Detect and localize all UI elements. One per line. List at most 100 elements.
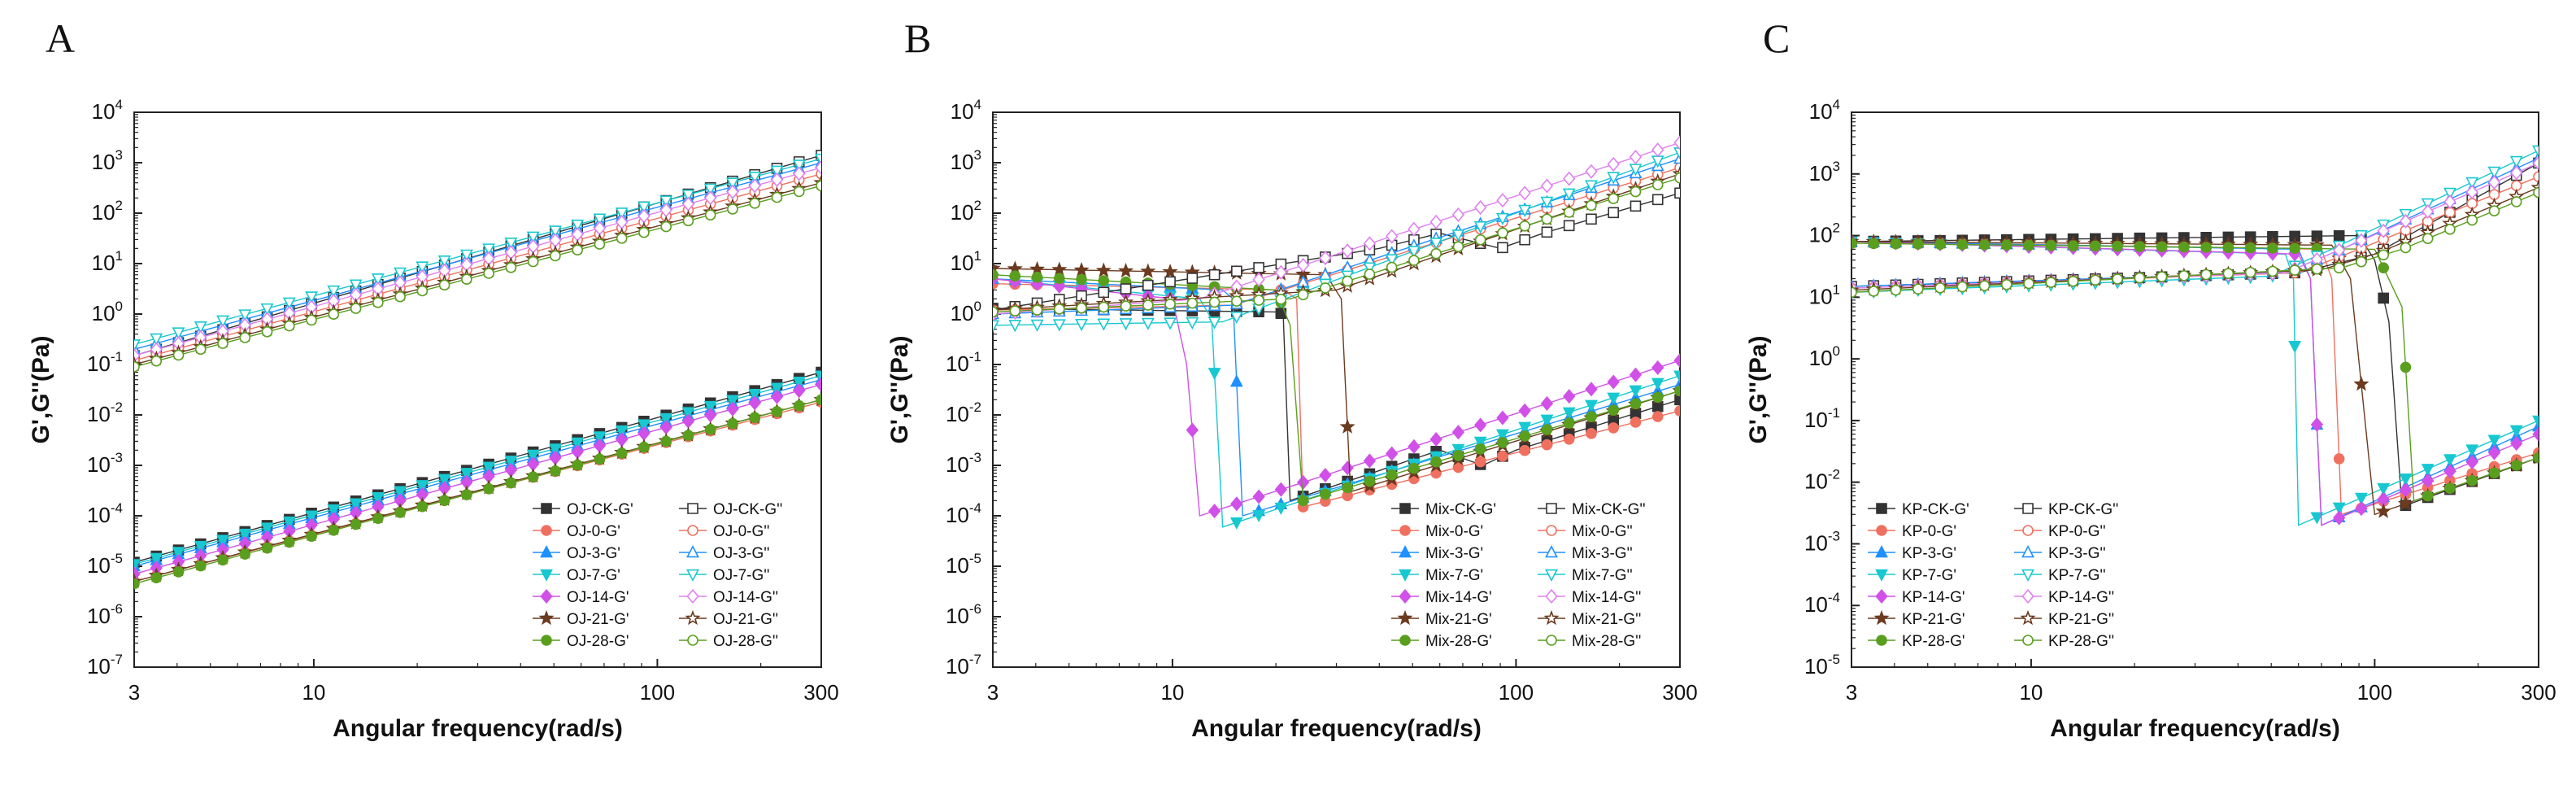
- legend-marker: [2020, 609, 2036, 626]
- data-point: [1451, 443, 1465, 456]
- data-point: [2466, 214, 2478, 226]
- data-point: [1408, 439, 1421, 454]
- data-point: [1452, 461, 1464, 474]
- data-point: [1208, 268, 1221, 281]
- y-tick-label: 104: [951, 97, 981, 124]
- data-point: [238, 528, 252, 541]
- data-point: [172, 327, 185, 340]
- data-point: [1407, 246, 1421, 259]
- data-point: [1585, 382, 1598, 397]
- data-point: [1608, 193, 1620, 204]
- data-point: [261, 542, 273, 554]
- data-point: [748, 171, 762, 185]
- series-line: [993, 278, 1680, 528]
- data-point: [1451, 207, 1465, 222]
- data-point: [771, 191, 783, 203]
- x-tick-label: 3: [128, 680, 140, 705]
- series: [1852, 151, 2539, 292]
- data-point: [593, 213, 607, 226]
- data-point: [2443, 194, 2456, 210]
- series-line: [134, 185, 821, 368]
- data-point: [2444, 224, 2456, 235]
- data-point: [1430, 456, 1442, 468]
- data-point: [1275, 308, 1287, 320]
- data-point: [1364, 268, 1376, 280]
- data-point: [704, 424, 716, 435]
- legend-label: KP-28-G'': [2048, 633, 2114, 650]
- data-point: [1296, 257, 1310, 273]
- series-line: [1852, 242, 2539, 502]
- data-point: [1229, 517, 1243, 530]
- data-point: [594, 238, 606, 250]
- data-point: [2332, 502, 2346, 515]
- legend-label: KP-21-G'': [2048, 611, 2114, 628]
- legend-marker: [538, 609, 555, 626]
- data-point: [1231, 295, 1242, 308]
- series-line: [993, 274, 1680, 502]
- data-point: [1253, 295, 1264, 306]
- legend-label: KP-0-G': [1902, 523, 1956, 540]
- data-point: [1186, 422, 1199, 438]
- data-point: [572, 459, 583, 471]
- data-point: [1934, 282, 1946, 294]
- data-point: [2353, 376, 2369, 391]
- series: [1852, 230, 2539, 511]
- series-line: [993, 278, 1680, 517]
- data-point: [1341, 460, 1354, 476]
- legend-marker: [2022, 635, 2034, 646]
- series: [1852, 236, 2539, 526]
- data-point: [1607, 374, 1620, 390]
- y-tick-label: 101: [951, 248, 981, 275]
- data-point: [350, 518, 362, 530]
- data-point: [2510, 196, 2522, 207]
- panel-letter: A: [46, 15, 76, 61]
- data-point: [1075, 318, 1088, 332]
- data-point: [1519, 220, 1530, 232]
- data-point: [1562, 407, 1576, 420]
- data-point: [1562, 188, 1576, 201]
- data-point: [1585, 399, 1598, 412]
- data-point: [2355, 233, 2368, 248]
- data-point: [770, 172, 784, 187]
- series-line: [134, 158, 821, 345]
- data-point: [993, 306, 999, 318]
- y-tick-label: 10-7: [946, 652, 981, 679]
- data-point: [1474, 443, 1486, 455]
- data-point: [2397, 495, 2414, 511]
- data-point: [1253, 262, 1264, 273]
- data-point: [793, 166, 806, 181]
- data-point: [1629, 164, 1643, 177]
- data-point: [793, 383, 806, 399]
- data-point: [372, 513, 384, 525]
- y-tick-label: 103: [951, 147, 981, 174]
- series: [134, 153, 821, 352]
- data-point: [1451, 229, 1465, 242]
- data-point: [815, 159, 821, 176]
- data-point: [1095, 262, 1112, 277]
- data-point: [1934, 238, 1946, 251]
- data-point: [1496, 212, 1509, 226]
- data-point: [1031, 304, 1043, 316]
- data-point: [1320, 282, 1331, 294]
- y-tick-label: 101: [1809, 281, 1840, 308]
- legend-label: OJ-21-G': [567, 611, 629, 628]
- data-point: [2399, 213, 2413, 229]
- data-point: [1586, 199, 1597, 212]
- data-point: [548, 225, 562, 238]
- data-point: [1474, 200, 1487, 216]
- data-point: [217, 338, 228, 349]
- data-point: [1673, 135, 1680, 151]
- data-point: [2377, 482, 2391, 495]
- legend-marker: [541, 525, 552, 536]
- legend-marker: [685, 609, 701, 626]
- data-point: [1651, 411, 1664, 422]
- legend-label: OJ-0-G'': [713, 523, 770, 540]
- legend-label: Mix-3-G': [1425, 545, 1483, 562]
- x-tick-label: 3: [987, 680, 999, 705]
- data-point: [2267, 265, 2278, 277]
- data-point: [526, 449, 540, 462]
- data-point: [150, 552, 163, 565]
- data-point: [1230, 496, 1243, 512]
- data-point: [727, 203, 738, 215]
- data-point: [1120, 300, 1132, 312]
